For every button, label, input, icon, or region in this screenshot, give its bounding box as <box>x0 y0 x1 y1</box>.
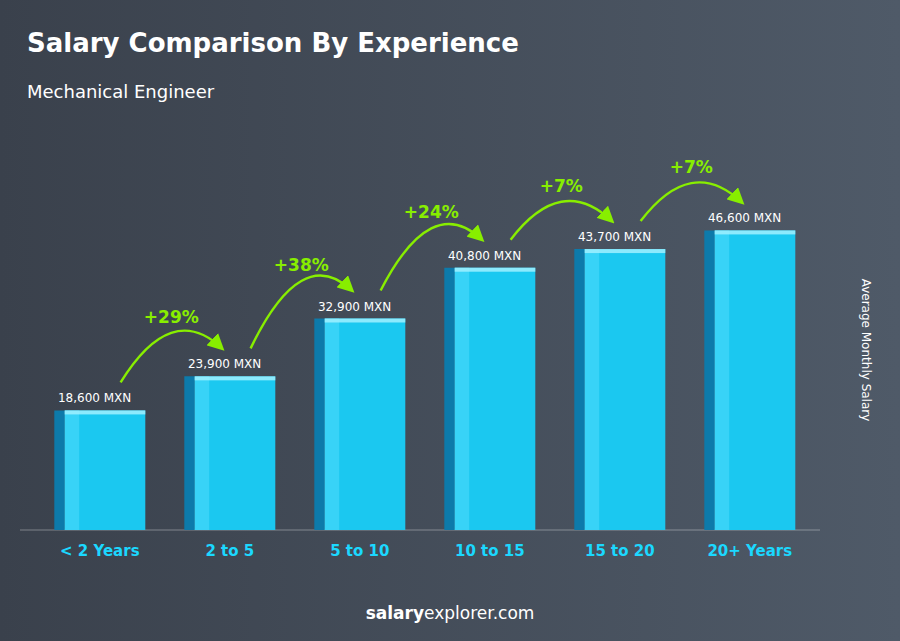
bar-shine <box>585 249 600 530</box>
bar-side <box>444 268 454 530</box>
bar <box>585 249 666 530</box>
chart-root: Salary Comparison By Experience Mechanica… <box>0 0 900 641</box>
bar-group <box>444 268 535 530</box>
bar <box>65 410 146 530</box>
category-label: < 2 Years <box>60 542 140 560</box>
bar-side <box>314 319 324 531</box>
growth-label: +7% <box>670 157 713 177</box>
value-label: 46,600 MXN <box>708 211 781 225</box>
category-label: 5 to 10 <box>330 542 389 560</box>
watermark: salaryexplorer.com <box>366 603 535 623</box>
bar-side <box>704 230 714 530</box>
bar <box>715 230 796 530</box>
bar-top <box>455 268 536 272</box>
watermark-normal: explorer.com <box>424 603 534 623</box>
value-label: 32,900 MXN <box>318 300 391 314</box>
bar-group <box>574 249 665 530</box>
bar-shine <box>65 410 80 530</box>
category-label: 15 to 20 <box>585 542 655 560</box>
bars <box>54 230 795 530</box>
growth-label: +38% <box>274 255 329 275</box>
bar-top <box>715 230 796 234</box>
bar-top <box>195 376 276 380</box>
title: Salary Comparison By Experience <box>27 28 519 58</box>
value-label: 40,800 MXN <box>448 249 521 263</box>
growth-arrow <box>641 182 742 221</box>
bar-top <box>65 410 146 414</box>
bar-shine <box>195 376 210 530</box>
value-label: 43,700 MXN <box>578 230 651 244</box>
growth-label: +24% <box>404 202 459 222</box>
bar-top <box>585 249 666 253</box>
bar <box>455 268 536 530</box>
bar <box>195 376 276 530</box>
category-label: 20+ Years <box>707 542 792 560</box>
value-label: 23,900 MXN <box>188 357 261 371</box>
bar-group <box>184 376 275 530</box>
watermark-bold: salary <box>366 603 424 623</box>
value-label: 18,600 MXN <box>58 391 131 405</box>
growth-arrow <box>121 331 222 383</box>
growth-arrow <box>511 201 612 240</box>
bar-side <box>184 376 194 530</box>
bar-shine <box>325 319 340 531</box>
bar-group <box>314 319 405 531</box>
growth-label: +29% <box>144 307 199 327</box>
bar-shine <box>455 268 470 530</box>
bar-side <box>574 249 584 530</box>
bar-top <box>325 319 406 323</box>
bar-group <box>54 410 145 530</box>
background <box>0 0 900 641</box>
growth-label: +7% <box>540 176 583 196</box>
category-label: 10 to 15 <box>455 542 525 560</box>
bar-side <box>54 410 64 530</box>
y-axis-label: Average Monthly Salary <box>859 279 873 422</box>
growth-arrow <box>381 224 482 290</box>
bar-shine <box>715 230 730 530</box>
bar-group <box>704 230 795 530</box>
subtitle: Mechanical Engineer <box>27 81 215 102</box>
category-label: 2 to 5 <box>205 542 254 560</box>
growth-arrow <box>251 276 352 349</box>
bar <box>325 319 406 531</box>
